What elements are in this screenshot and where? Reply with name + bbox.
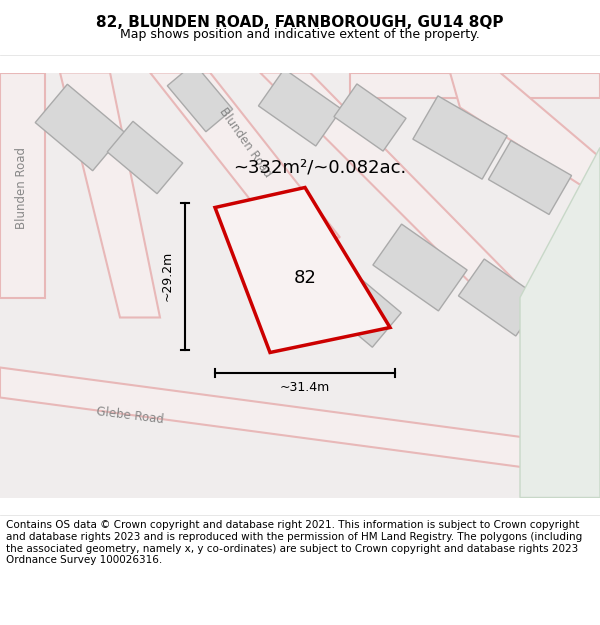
Polygon shape: [260, 72, 600, 368]
Polygon shape: [60, 72, 160, 318]
Polygon shape: [350, 72, 600, 98]
Text: ~31.4m: ~31.4m: [280, 381, 330, 394]
Polygon shape: [167, 63, 233, 132]
Polygon shape: [458, 259, 542, 336]
Text: ~29.2m: ~29.2m: [161, 251, 173, 301]
Polygon shape: [215, 188, 390, 352]
Text: 82: 82: [293, 269, 316, 286]
Polygon shape: [334, 84, 406, 151]
Polygon shape: [413, 96, 507, 179]
Text: ~332m²/~0.082ac.: ~332m²/~0.082ac.: [233, 159, 407, 176]
Polygon shape: [319, 268, 401, 348]
Text: Contains OS data © Crown copyright and database right 2021. This information is : Contains OS data © Crown copyright and d…: [6, 521, 582, 565]
Polygon shape: [373, 224, 467, 311]
Polygon shape: [488, 141, 572, 214]
Text: Map shows position and indicative extent of the property.: Map shows position and indicative extent…: [120, 28, 480, 41]
Polygon shape: [520, 148, 600, 498]
Text: Glebe Road: Glebe Road: [95, 405, 164, 426]
Polygon shape: [0, 368, 600, 478]
Polygon shape: [0, 72, 45, 298]
Polygon shape: [35, 84, 125, 171]
Text: Blunden Road: Blunden Road: [16, 146, 29, 229]
Polygon shape: [450, 72, 600, 198]
Polygon shape: [259, 69, 341, 146]
Text: 82, BLUNDEN ROAD, FARNBOROUGH, GU14 8QP: 82, BLUNDEN ROAD, FARNBOROUGH, GU14 8QP: [96, 16, 504, 31]
Polygon shape: [107, 121, 183, 194]
Polygon shape: [150, 72, 340, 238]
Text: Blunden Road: Blunden Road: [216, 105, 274, 180]
